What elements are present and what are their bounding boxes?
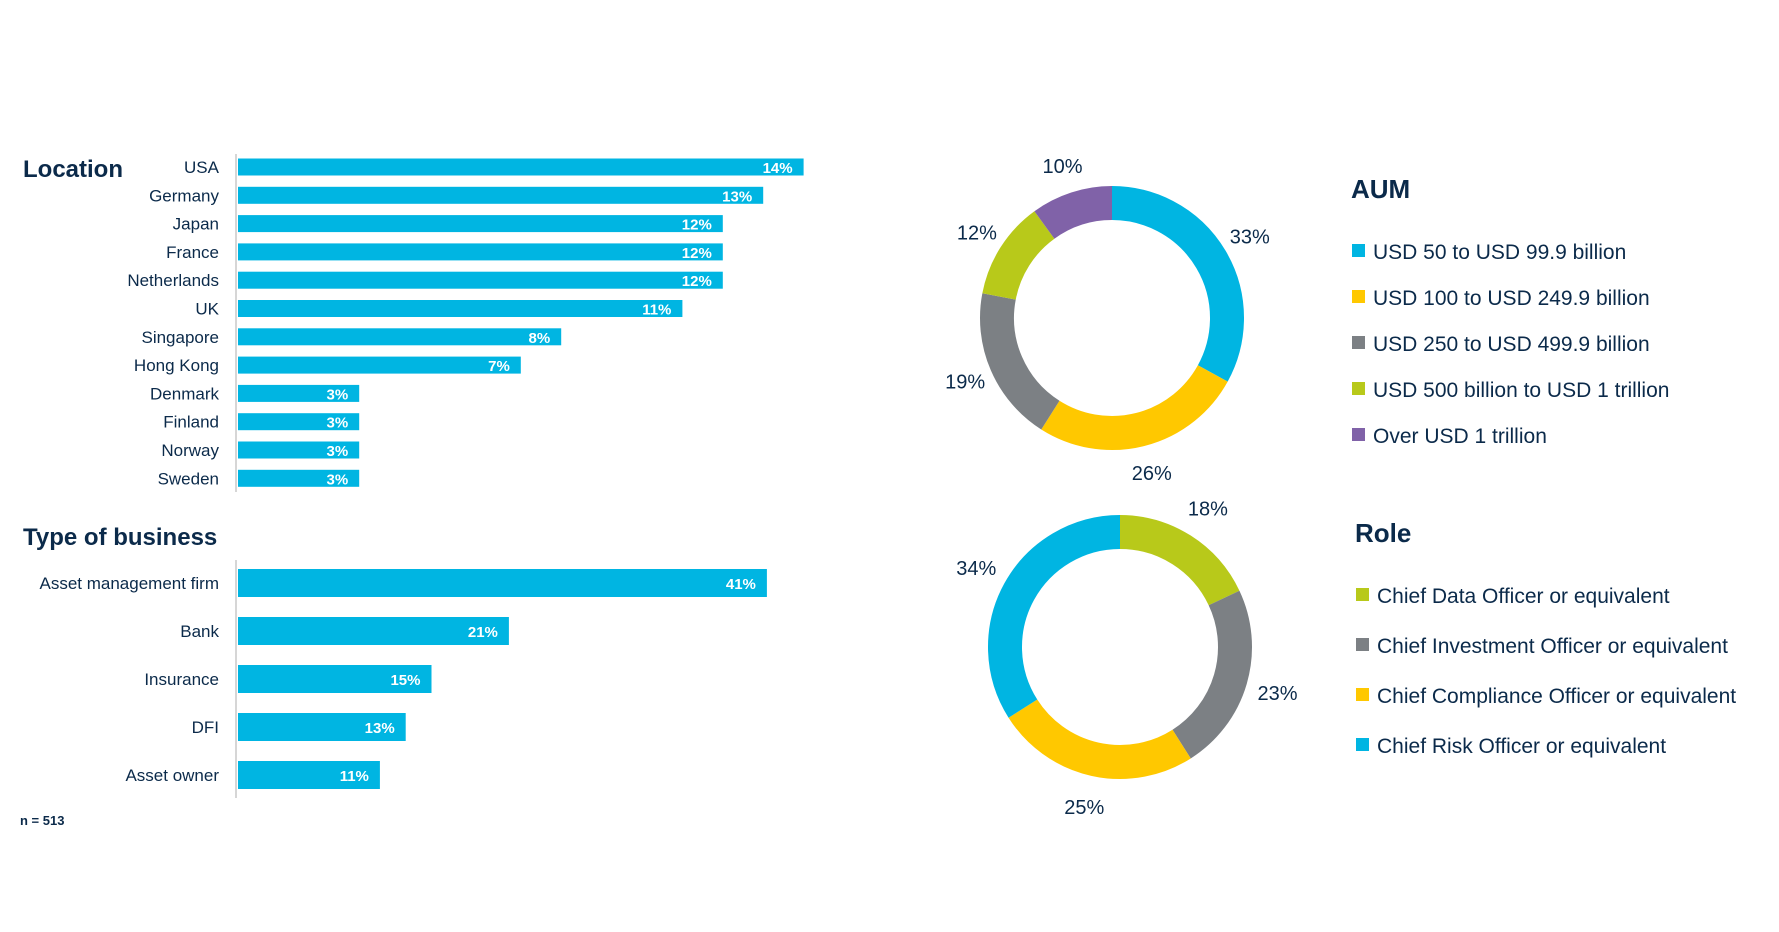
location-bar: [238, 356, 521, 374]
location-data-label: 14%: [763, 160, 793, 177]
location-bar: [238, 469, 360, 487]
aum-slice-label: 26%: [1132, 463, 1172, 485]
location-category-label: Singapore: [141, 328, 219, 347]
location-category-label: Japan: [173, 215, 219, 234]
aum-slice: [1111, 186, 1244, 382]
aum-legend-swatch: [1352, 244, 1365, 257]
location-data-label: 11%: [642, 302, 671, 319]
role-legend-swatch: [1356, 688, 1369, 701]
location-bar: [238, 384, 360, 402]
role-legend-item: Chief Investment Officer or equivalent: [1377, 635, 1728, 658]
role-legend-swatch: [1356, 738, 1369, 751]
sample-size-note: n = 513: [20, 813, 64, 828]
business-title: Type of business: [23, 524, 217, 551]
business-bar: [238, 713, 406, 741]
business-category-label: Asset owner: [125, 766, 219, 785]
role-legend-title: Role: [1355, 518, 1411, 548]
location-category-label: UK: [195, 300, 219, 319]
aum-legend-item: USD 500 billion to USD 1 trillion: [1373, 379, 1669, 402]
role-slice-label: 34%: [956, 558, 996, 580]
role-slice: [1119, 515, 1240, 606]
aum-legend-swatch: [1352, 290, 1365, 303]
location-bar: [238, 441, 360, 459]
role-slice-label: 18%: [1188, 499, 1228, 521]
location-title: Location: [23, 156, 123, 183]
role-legend-item: Chief Data Officer or equivalent: [1377, 585, 1670, 608]
location-bar: [238, 328, 562, 346]
location-bar: [238, 300, 683, 317]
role-slice-label: 25%: [1064, 797, 1104, 819]
role-slice: [988, 515, 1121, 718]
location-category-label: France: [166, 243, 219, 262]
location-data-label: 3%: [327, 471, 349, 488]
aum-legend-swatch: [1352, 336, 1365, 349]
aum-slice-label: 19%: [945, 372, 985, 394]
business-data-label: 15%: [390, 672, 420, 689]
role-donut-chart: 18% 23% 25% 34% Role Chief Data Officer or eq…: [956, 499, 1736, 820]
role-legend-item: Chief Risk Officer or equivalent: [1377, 735, 1666, 758]
business-type-bar-chart: Type of business Asset management firm 41%…: [23, 524, 767, 798]
role-slice-label: 23%: [1257, 683, 1297, 705]
aum-slice: [980, 293, 1060, 430]
location-data-label: 12%: [682, 217, 712, 234]
role-slice: [1008, 699, 1191, 779]
business-bar: [238, 617, 509, 645]
business-data-label: 11%: [340, 768, 369, 785]
role-legend-swatch: [1356, 638, 1369, 651]
aum-legend-item: USD 100 to USD 249.9 billion: [1373, 287, 1650, 310]
business-bar: [238, 761, 380, 789]
aum-slice-label: 10%: [1043, 156, 1083, 178]
business-bar: [238, 569, 767, 597]
aum-slice: [1034, 186, 1113, 240]
location-bar-chart: Location USA 14% Germany 13% Japan 12% France 12…: [23, 154, 804, 492]
business-category-label: Bank: [180, 622, 219, 641]
business-category-label: Insurance: [144, 670, 219, 689]
business-bar: [238, 665, 432, 693]
business-data-label: 21%: [468, 624, 498, 641]
location-category-label: Finland: [163, 413, 219, 432]
location-bar: [238, 271, 723, 289]
location-category-label: Norway: [161, 441, 219, 460]
location-data-label: 8%: [529, 330, 551, 347]
role-legend-item: Chief Compliance Officer or equivalent: [1377, 685, 1736, 708]
location-data-label: 12%: [682, 273, 712, 290]
aum-slice-label: 12%: [957, 222, 997, 244]
location-data-label: 3%: [327, 415, 349, 432]
business-data-label: 13%: [365, 720, 395, 737]
location-data-label: 12%: [682, 245, 712, 262]
role-legend-swatch: [1356, 588, 1369, 601]
location-category-label: Netherlands: [127, 271, 219, 290]
aum-slice-label: 33%: [1230, 227, 1270, 249]
location-bar: [238, 215, 723, 233]
location-data-label: 13%: [722, 188, 752, 205]
location-category-label: USA: [184, 158, 220, 177]
location-bar: [238, 186, 764, 204]
aum-slice: [1041, 364, 1228, 450]
location-data-label: 3%: [327, 443, 349, 460]
business-category-label: DFI: [192, 718, 219, 737]
location-data-label: 7%: [488, 358, 510, 375]
aum-legend-item: USD 250 to USD 499.9 billion: [1373, 333, 1650, 356]
business-category-label: Asset management firm: [39, 574, 219, 593]
business-data-label: 41%: [726, 576, 756, 593]
aum-donut-chart: 33% 26% 19% 12% 10% AUM USD 50 to USD 99.9 bil…: [945, 156, 1669, 485]
location-category-label: Germany: [149, 186, 219, 205]
location-bar: [238, 158, 804, 176]
location-data-label: 3%: [327, 386, 349, 403]
aum-legend-title: AUM: [1351, 174, 1410, 204]
location-bar: [238, 413, 360, 431]
location-category-label: Denmark: [150, 384, 219, 403]
location-category-label: Hong Kong: [134, 356, 219, 375]
location-category-label: Sweden: [158, 469, 219, 488]
aum-slice: [982, 211, 1055, 301]
aum-legend-swatch: [1352, 382, 1365, 395]
aum-legend-item: USD 50 to USD 99.9 billion: [1373, 241, 1626, 264]
role-slice: [1172, 590, 1252, 759]
aum-legend-swatch: [1352, 428, 1365, 441]
location-bar: [238, 243, 723, 261]
aum-legend-item: Over USD 1 trillion: [1373, 425, 1547, 448]
